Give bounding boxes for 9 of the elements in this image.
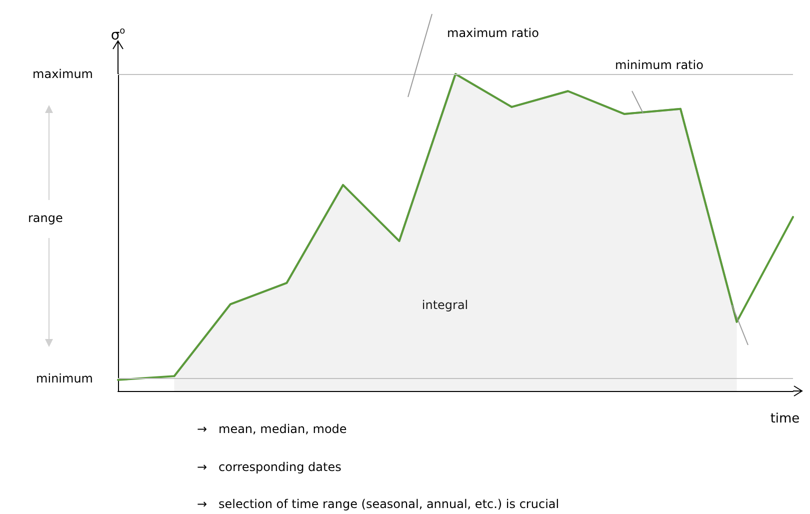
text: → selection of time range (seasonal, annual, etc.) is crucial [197,497,560,511]
text: range [28,211,63,225]
x-axis-title: time [770,412,800,426]
text: → mean, median, mode [197,422,347,436]
text: minimum ratio [615,58,704,72]
ref-line-label: maximum [32,67,93,81]
text: maximum ratio [447,26,539,40]
ref-line-label: minimum [36,371,93,386]
text: → corresponding dates [197,460,342,474]
